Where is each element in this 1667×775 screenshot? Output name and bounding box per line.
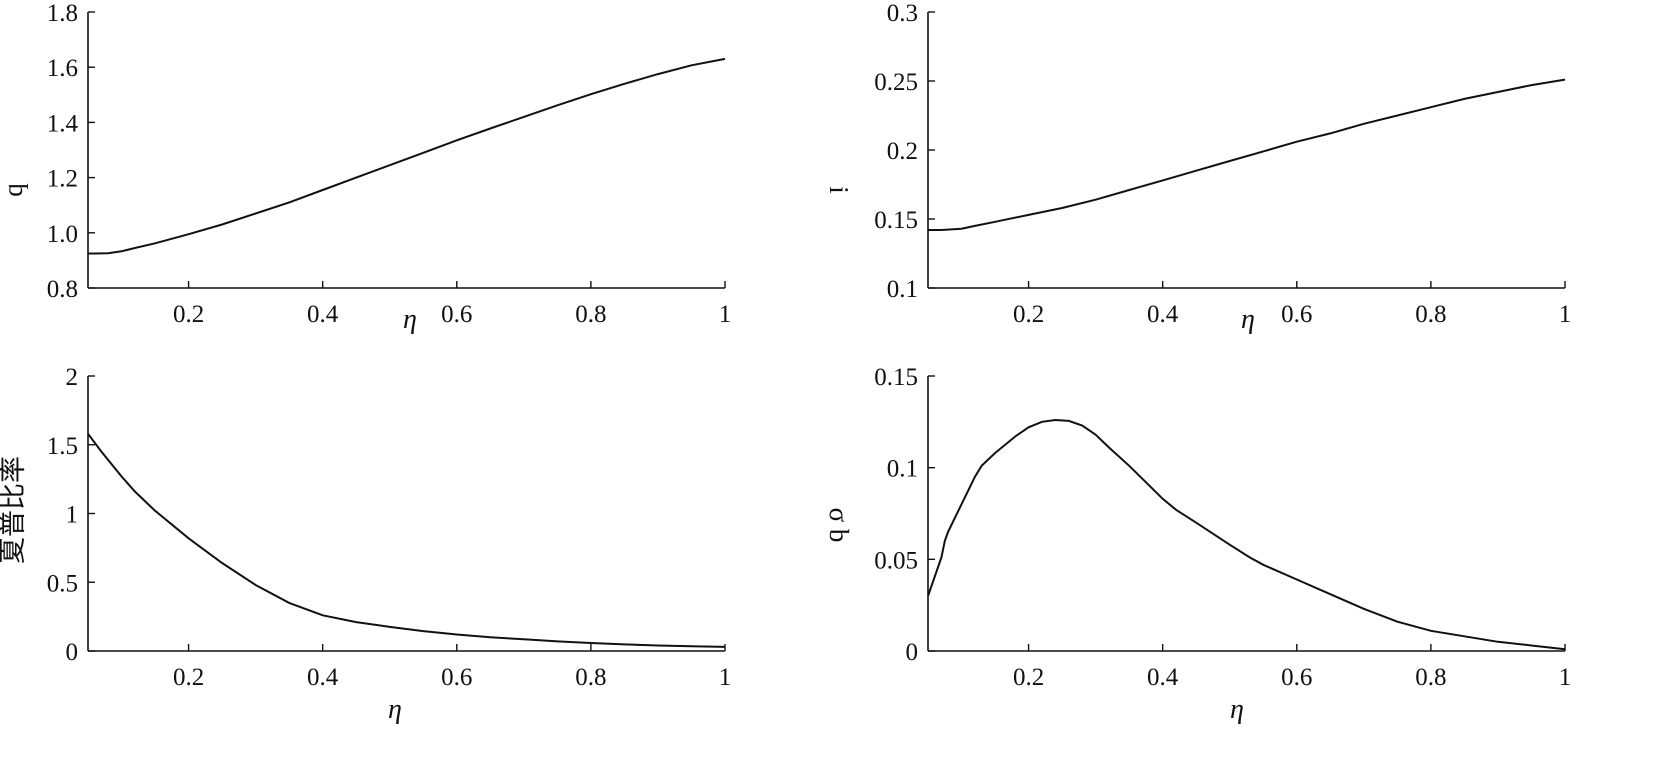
y-tick-label: 0.8 bbox=[47, 276, 78, 303]
chart-q-vs-eta: 0.2 0.4 0.6 0.8 1 0.8 1.0 1.2 1.4 1.6 1.8 η q bbox=[0, 0, 731, 335]
y-tick-label: 0.1 bbox=[887, 456, 918, 483]
y-axis-label: q bbox=[0, 183, 28, 197]
x-axis-label: η bbox=[403, 304, 417, 335]
x-tick-label: 0.4 bbox=[307, 664, 339, 691]
y-tick-label: 1.5 bbox=[47, 433, 78, 460]
x-tick-label: 0.8 bbox=[1415, 664, 1446, 691]
series-line bbox=[928, 78, 1566, 231]
y-tick-label: 0 bbox=[66, 639, 79, 666]
x-tick-label: 1 bbox=[1559, 664, 1572, 691]
x-tick-label: 0.6 bbox=[441, 301, 472, 328]
y-tick-label: 1 bbox=[66, 502, 79, 529]
y-tick-label: 2 bbox=[66, 364, 79, 391]
x-tick-label: 0.4 bbox=[307, 301, 339, 328]
y-tick-label: 1.0 bbox=[47, 221, 78, 248]
x-tick-label: 0.6 bbox=[441, 664, 472, 691]
x-tick-label: 0.6 bbox=[1281, 301, 1312, 328]
x-tick-label: 0.6 bbox=[1281, 664, 1312, 691]
x-tick-label: 0.2 bbox=[173, 301, 204, 328]
y-tick-label: 1.6 bbox=[47, 55, 78, 82]
y-tick-label: 0.25 bbox=[874, 69, 918, 96]
x-axis-label: η bbox=[388, 694, 402, 725]
y-axis-label: σ b bbox=[824, 508, 854, 543]
x-tick-label: 0.2 bbox=[1013, 301, 1044, 328]
y-axis-label: 夏普比率 bbox=[0, 456, 28, 564]
series-line bbox=[927, 418, 1566, 651]
x-axis-label: η bbox=[1230, 694, 1244, 725]
y-tick-label: 0.2 bbox=[887, 138, 918, 165]
x-tick-label: 1 bbox=[719, 301, 732, 328]
x-axis-label: η bbox=[1241, 304, 1255, 335]
x-tick-label: 0.8 bbox=[1415, 301, 1446, 328]
y-tick-label: 1.8 bbox=[47, 0, 78, 27]
series-line bbox=[87, 433, 726, 648]
x-tick-label: 0.4 bbox=[1147, 301, 1179, 328]
x-tick-label: 0.8 bbox=[575, 664, 606, 691]
y-tick-label: 0.15 bbox=[874, 207, 918, 234]
x-tick-label: 0.8 bbox=[575, 301, 606, 328]
y-tick-label: 0.1 bbox=[887, 276, 918, 303]
y-tick-label: 0.05 bbox=[874, 547, 918, 574]
y-tick-label: 1.2 bbox=[47, 166, 78, 193]
y-axis-label: i bbox=[824, 186, 854, 194]
y-tick-label: 0.15 bbox=[874, 364, 918, 391]
chart-sigma-b-vs-eta: 0.2 0.4 0.6 0.8 1 0 0.05 0.1 0.15 η σ b bbox=[824, 364, 1571, 725]
x-tick-label: 0.4 bbox=[1147, 664, 1179, 691]
series-line bbox=[88, 57, 726, 255]
y-tick-label: 0.3 bbox=[887, 0, 918, 27]
x-tick-label: 0.2 bbox=[173, 664, 204, 691]
x-tick-label: 1 bbox=[1559, 301, 1572, 328]
chart-sharpe-ratio-vs-eta: 0.2 0.4 0.6 0.8 1 0 0.5 1 1.5 2 η 夏普比率 bbox=[0, 364, 731, 725]
y-tick-label: 1.4 bbox=[47, 110, 79, 137]
y-tick-label: 0.5 bbox=[47, 570, 78, 597]
x-tick-label: 0.2 bbox=[1013, 664, 1044, 691]
y-tick-label: 0 bbox=[906, 639, 919, 666]
chart-i-vs-eta: 0.2 0.4 0.6 0.8 1 0.1 0.15 0.2 0.25 0.3 η i bbox=[824, 0, 1571, 335]
x-tick-label: 1 bbox=[719, 664, 732, 691]
